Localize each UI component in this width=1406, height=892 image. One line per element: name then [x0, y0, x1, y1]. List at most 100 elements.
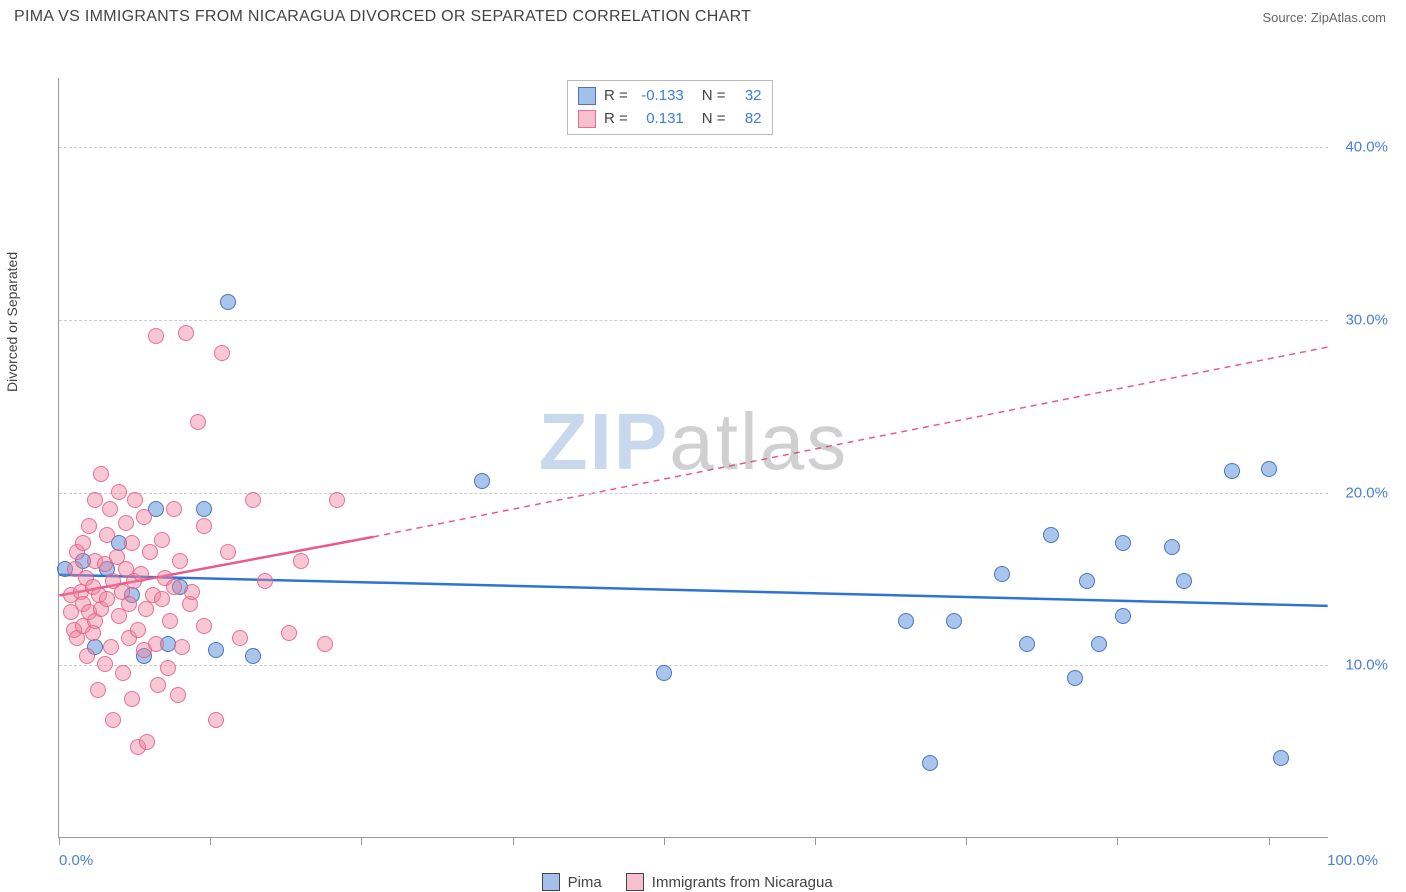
data-point-pink: [90, 682, 106, 698]
data-point-pink: [103, 639, 119, 655]
data-point-pink: [166, 579, 182, 595]
gridline: [59, 320, 1328, 321]
stats-row: R =0.131N =82: [578, 108, 762, 131]
data-point-blue: [1261, 461, 1277, 477]
x-tick-label-right: 100.0%: [1327, 852, 1378, 869]
legend-label: Pima: [568, 874, 602, 891]
data-point-pink: [111, 484, 127, 500]
data-point-pink: [75, 535, 91, 551]
data-point-pink: [148, 328, 164, 344]
data-point-pink: [102, 501, 118, 517]
data-point-pink: [317, 636, 333, 652]
legend-swatch: [578, 87, 596, 105]
data-point-pink: [154, 532, 170, 548]
x-tick: [513, 837, 514, 845]
data-point-blue: [946, 613, 962, 629]
data-point-pink: [220, 544, 236, 560]
data-point-pink: [138, 601, 154, 617]
data-point-blue: [245, 648, 261, 664]
bottom-legend: Pima Immigrants from Nicaragua: [542, 873, 833, 891]
data-point-blue: [1019, 636, 1035, 652]
chart-title: PIMA VS IMMIGRANTS FROM NICARAGUA DIVORC…: [14, 8, 751, 26]
data-point-pink: [142, 544, 158, 560]
y-tick-label: 10.0%: [1345, 657, 1388, 674]
data-point-blue: [1164, 539, 1180, 555]
data-point-blue: [1043, 527, 1059, 543]
x-tick-label-left: 0.0%: [59, 852, 93, 869]
data-point-pink: [214, 345, 230, 361]
chart-container: Divorced or Separated ZIPatlas 10.0%20.0…: [14, 34, 1392, 874]
data-point-pink: [124, 691, 140, 707]
data-point-pink: [97, 656, 113, 672]
n-label: N =: [702, 108, 726, 131]
y-axis-label: Divorced or Separated: [4, 252, 20, 392]
data-point-pink: [81, 518, 97, 534]
data-point-pink: [130, 622, 146, 638]
data-point-pink: [208, 712, 224, 728]
data-point-pink: [99, 591, 115, 607]
legend-label: Immigrants from Nicaragua: [652, 874, 833, 891]
legend-swatch: [626, 873, 644, 891]
data-point-pink: [115, 665, 131, 681]
y-tick-label: 40.0%: [1345, 139, 1388, 156]
data-point-blue: [1176, 573, 1192, 589]
data-point-pink: [174, 639, 190, 655]
watermark: ZIPatlas: [539, 396, 848, 488]
data-point-pink: [162, 613, 178, 629]
data-point-pink: [245, 492, 261, 508]
plot-area: ZIPatlas 10.0%20.0%30.0%40.0%0.0%100.0%R…: [58, 78, 1328, 838]
data-point-pink: [124, 535, 140, 551]
data-point-pink: [118, 515, 134, 531]
x-tick: [966, 837, 967, 845]
r-label: R =: [604, 85, 628, 108]
data-point-pink: [196, 618, 212, 634]
x-tick: [1117, 837, 1118, 845]
stats-row: R =-0.133N =32: [578, 85, 762, 108]
data-point-pink: [184, 584, 200, 600]
data-point-pink: [136, 509, 152, 525]
source-label: Source: ZipAtlas.com: [1262, 10, 1386, 25]
data-point-pink: [99, 527, 115, 543]
data-point-pink: [79, 648, 95, 664]
trend-line: [373, 347, 1327, 537]
data-point-pink: [178, 325, 194, 341]
gridline: [59, 147, 1328, 148]
data-point-blue: [474, 473, 490, 489]
y-tick-label: 20.0%: [1345, 484, 1388, 501]
data-point-pink: [139, 734, 155, 750]
data-point-pink: [166, 501, 182, 517]
n-label: N =: [702, 85, 726, 108]
data-point-pink: [133, 566, 149, 582]
data-point-pink: [196, 518, 212, 534]
data-point-pink: [87, 492, 103, 508]
trend-line: [59, 575, 1327, 606]
data-point-pink: [127, 492, 143, 508]
data-point-pink: [160, 660, 176, 676]
watermark-zip: ZIP: [539, 397, 669, 486]
r-label: R =: [604, 108, 628, 131]
data-point-pink: [293, 553, 309, 569]
data-point-blue: [1115, 608, 1131, 624]
data-point-pink: [172, 553, 188, 569]
data-point-blue: [220, 294, 236, 310]
data-point-pink: [232, 630, 248, 646]
data-point-pink: [150, 677, 166, 693]
data-point-blue: [994, 566, 1010, 582]
data-point-blue: [1224, 463, 1240, 479]
r-value: -0.133: [636, 85, 684, 108]
r-value: 0.131: [636, 108, 684, 131]
stats-box: R =-0.133N =32R =0.131N =82: [567, 80, 773, 135]
data-point-pink: [121, 596, 137, 612]
x-tick: [815, 837, 816, 845]
data-point-pink: [105, 712, 121, 728]
x-tick: [1269, 837, 1270, 845]
data-point-blue: [898, 613, 914, 629]
data-point-pink: [190, 414, 206, 430]
data-point-blue: [1091, 636, 1107, 652]
data-point-pink: [93, 466, 109, 482]
y-tick-label: 30.0%: [1345, 311, 1388, 328]
legend-swatch: [542, 873, 560, 891]
watermark-atlas: atlas: [669, 397, 848, 486]
data-point-blue: [1115, 535, 1131, 551]
data-point-pink: [329, 492, 345, 508]
